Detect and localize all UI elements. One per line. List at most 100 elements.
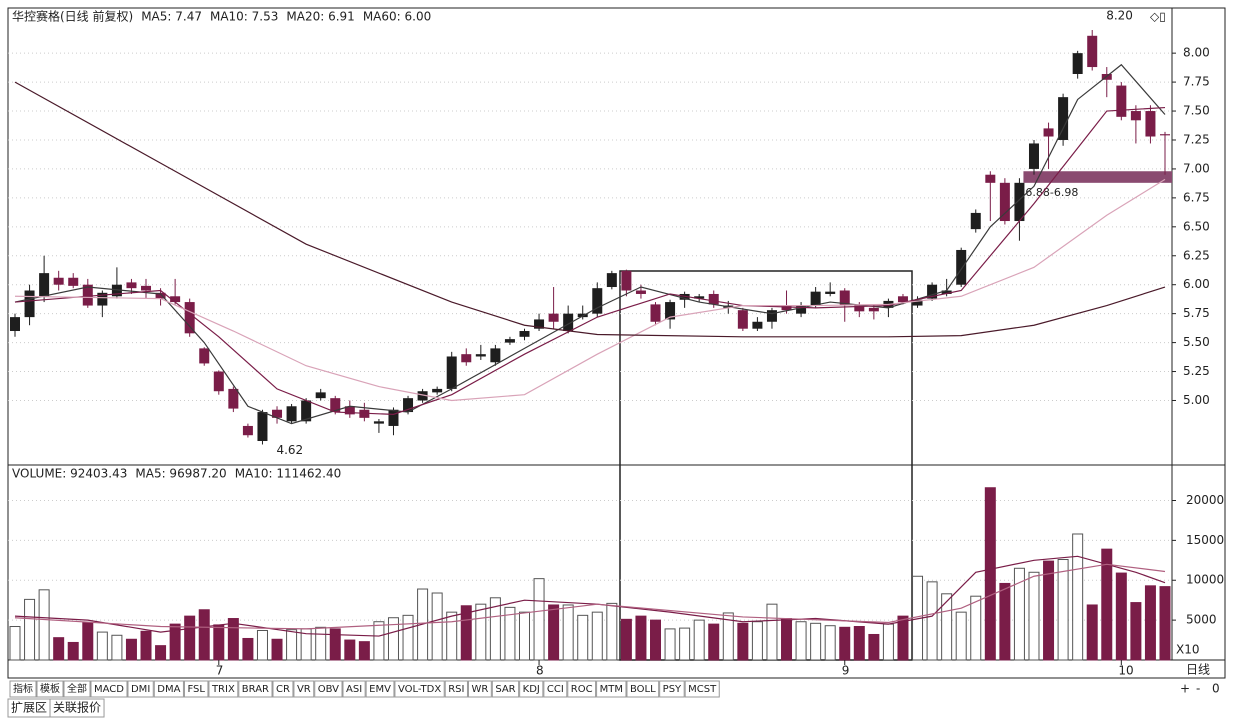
zoom-button[interactable]: - xyxy=(1196,682,1200,696)
toolbar-button[interactable]: 模板 xyxy=(40,682,60,695)
y-tick-label: 7.00 xyxy=(1183,161,1210,175)
candle-body xyxy=(446,356,457,389)
y-tick-label: 6.00 xyxy=(1183,277,1210,291)
volume-bar xyxy=(329,628,341,661)
ma-line xyxy=(14,63,1166,425)
toolbar-button[interactable]: EMV xyxy=(369,684,391,695)
volume-bar xyxy=(373,621,385,661)
volume-bar xyxy=(1159,586,1171,661)
candle-body xyxy=(272,409,283,418)
toolbar-button[interactable]: DMA xyxy=(157,684,180,695)
toolbar-button[interactable]: PSY xyxy=(663,684,682,695)
candle-body xyxy=(141,285,152,291)
button-frame xyxy=(127,680,154,698)
toolbar-button[interactable]: MTM xyxy=(600,684,623,695)
toolbar-button[interactable]: TRIX xyxy=(211,684,235,695)
candle-body xyxy=(184,302,195,334)
toolbar-button[interactable]: ASI xyxy=(346,684,362,695)
volume-bar xyxy=(155,645,167,661)
volume-bar xyxy=(431,592,443,661)
button-frame xyxy=(567,680,597,698)
volume-bar xyxy=(1043,560,1055,661)
volume-bar xyxy=(67,641,79,661)
volume-bar xyxy=(839,626,851,661)
toolbar-button[interactable]: WR xyxy=(471,684,488,695)
toolbar-button[interactable]: BOLL xyxy=(630,684,656,695)
volume-bar xyxy=(693,619,705,661)
button-frame xyxy=(36,680,64,698)
candle-body xyxy=(373,421,384,424)
candle-body xyxy=(213,371,224,392)
volume-bar xyxy=(227,618,239,661)
candle-body xyxy=(475,354,486,357)
volume-bar xyxy=(897,615,909,661)
toolbar-button[interactable]: MACD xyxy=(94,684,124,695)
button-frame xyxy=(596,680,627,698)
button-frame xyxy=(153,680,184,698)
volume-bar xyxy=(402,614,414,661)
candle-body xyxy=(1014,182,1025,222)
candle-body xyxy=(781,305,792,311)
tab[interactable]: 关联报价 xyxy=(53,700,101,715)
toolbar-button[interactable]: DMI xyxy=(131,684,150,695)
volume-bar xyxy=(1101,548,1113,661)
toolbar-button[interactable]: OBV xyxy=(318,684,339,695)
zone-label: 6.88-6.98 xyxy=(1025,186,1078,199)
y-tick-label: 7.50 xyxy=(1183,104,1210,118)
volume-bar xyxy=(795,621,807,661)
volume-bar xyxy=(489,597,501,661)
candle-body xyxy=(39,273,50,297)
candle-body xyxy=(1160,134,1170,136)
button-frame xyxy=(467,680,492,698)
candle-body xyxy=(301,400,312,422)
candle-body xyxy=(126,282,137,289)
x-tick-label: 8 xyxy=(536,664,544,678)
toolbar-button[interactable]: ROC xyxy=(571,684,593,695)
volume-bar xyxy=(1130,602,1142,661)
y-tick-label: 5.00 xyxy=(1183,393,1210,407)
candle-body xyxy=(897,296,908,303)
x-tick-label: 9 xyxy=(842,664,850,678)
toolbar-button[interactable]: RSI xyxy=(448,684,464,695)
highlight-box xyxy=(619,270,913,661)
toolbar-button[interactable]: 指标 xyxy=(13,682,33,695)
volume-bar xyxy=(781,618,793,661)
button-frame xyxy=(342,680,366,698)
volume-bar xyxy=(941,593,953,661)
header-label: MA5: 7.47 xyxy=(141,10,202,24)
toolbar-button[interactable]: CR xyxy=(276,684,290,695)
zoom-button[interactable]: + xyxy=(1180,682,1190,696)
candle-body xyxy=(82,284,93,306)
volume-bar xyxy=(198,609,210,661)
candle-body xyxy=(315,392,326,399)
header-label: MA20: 6.91 xyxy=(286,10,354,24)
toolbar-button[interactable]: KDJ xyxy=(523,684,540,695)
volume-bar xyxy=(1072,533,1084,661)
tab-frame xyxy=(49,698,105,718)
volume-bar xyxy=(766,603,778,661)
candle-body xyxy=(956,249,967,285)
toolbar-button[interactable]: FSL xyxy=(187,684,205,695)
candle-body xyxy=(10,317,20,332)
toolbar-button[interactable]: VR xyxy=(297,684,311,695)
button-frame xyxy=(684,680,720,698)
annotation: 8.20 xyxy=(1106,8,1133,22)
volume-bar xyxy=(242,637,254,661)
volume-bar xyxy=(518,611,530,661)
volume-bar xyxy=(286,629,298,661)
toolbar-button[interactable]: 全部 xyxy=(67,682,87,695)
toolbar-button[interactable]: BRAR xyxy=(242,684,269,695)
volume-bar xyxy=(475,603,487,661)
candle-body xyxy=(766,310,777,322)
toolbar-button[interactable]: MCST xyxy=(688,684,717,695)
volume-bar xyxy=(1144,585,1156,661)
toolbar-button[interactable]: VOL-TDX xyxy=(398,684,441,695)
button-frame xyxy=(626,680,660,698)
zoom-button[interactable]: 0 xyxy=(1212,682,1220,696)
toolbar-button[interactable]: SAR xyxy=(495,684,515,695)
volume-bar xyxy=(722,612,734,661)
tab[interactable]: 扩展区 xyxy=(11,701,47,715)
candle-body xyxy=(170,296,181,303)
toolbar-button[interactable]: CCI xyxy=(547,684,564,695)
